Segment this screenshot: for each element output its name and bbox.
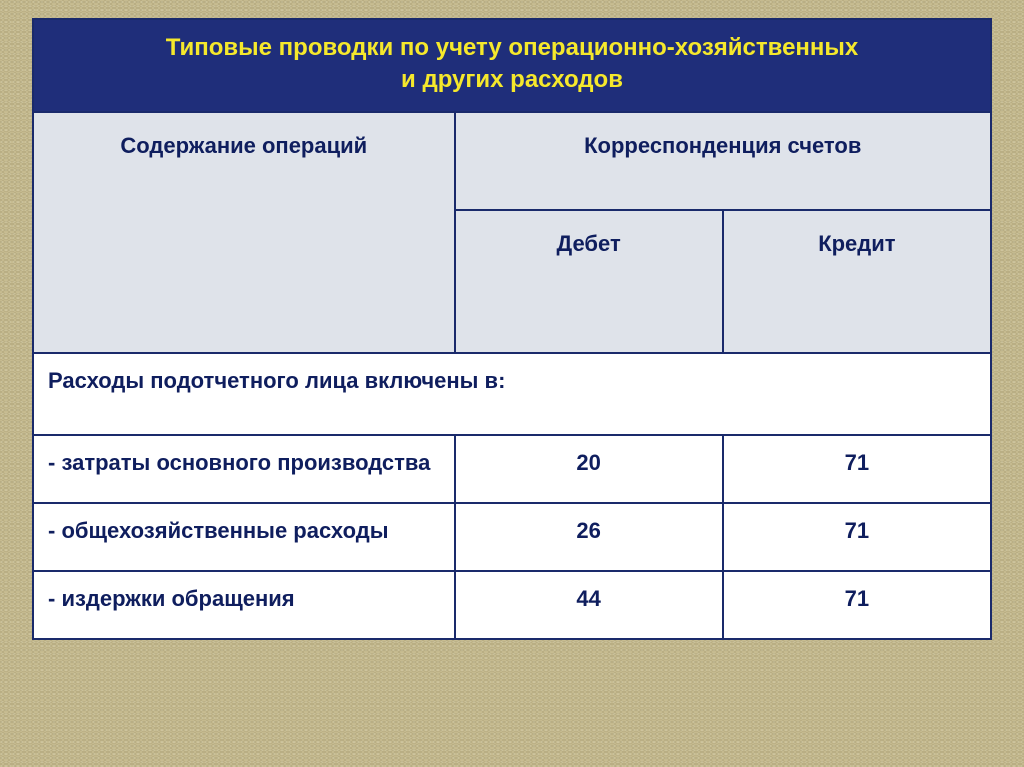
header-operations: Содержание операций — [33, 112, 455, 353]
table-row: - издержки обращения 44 71 — [33, 571, 991, 639]
table-row: - затраты основного производства 20 71 — [33, 435, 991, 503]
header-row-1: Содержание операций Корреспонденция счет… — [33, 112, 991, 210]
slide-background: Типовые проводки по учету операционно-хо… — [0, 0, 1024, 767]
row-debit: 20 — [455, 435, 723, 503]
title-row: Типовые проводки по учету операционно-хо… — [33, 19, 991, 112]
row-credit: 71 — [723, 503, 991, 571]
section-label: Расходы подотчетного лица включены в: — [33, 353, 991, 435]
entries-table: Типовые проводки по учету операционно-хо… — [32, 18, 992, 640]
section-row: Расходы подотчетного лица включены в: — [33, 353, 991, 435]
row-credit: 71 — [723, 571, 991, 639]
row-label: - затраты основного производства — [33, 435, 455, 503]
row-debit: 44 — [455, 571, 723, 639]
row-credit: 71 — [723, 435, 991, 503]
header-correspondence: Корреспонденция счетов — [455, 112, 991, 210]
table-title: Типовые проводки по учету операционно-хо… — [33, 19, 991, 112]
title-line-1: Типовые проводки по учету операционно-хо… — [166, 34, 859, 61]
header-debit: Дебет — [455, 210, 723, 353]
table-row: - общехозяйственные расходы 26 71 — [33, 503, 991, 571]
row-label: - общехозяйственные расходы — [33, 503, 455, 571]
header-credit: Кредит — [723, 210, 991, 353]
title-line-2: и других расходов — [401, 66, 623, 93]
row-debit: 26 — [455, 503, 723, 571]
row-label: - издержки обращения — [33, 571, 455, 639]
